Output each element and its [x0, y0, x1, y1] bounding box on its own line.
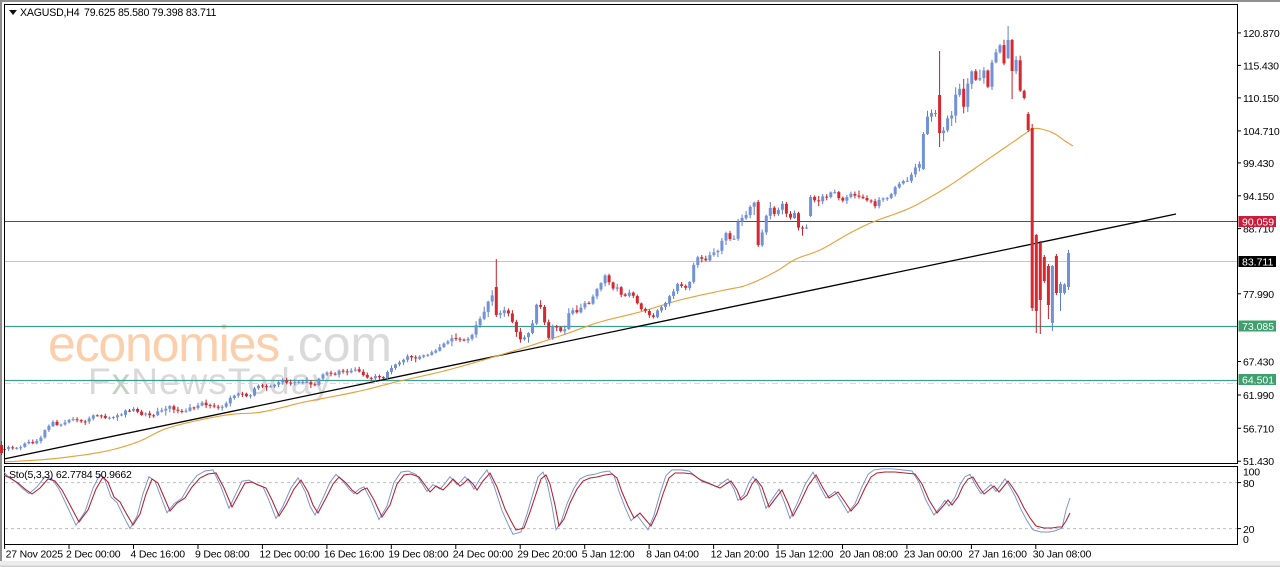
svg-text:77.990: 77.990: [1243, 289, 1274, 301]
svg-text:67.430: 67.430: [1243, 357, 1274, 369]
svg-text:94.150: 94.150: [1243, 191, 1274, 203]
svg-text:100: 100: [1243, 467, 1260, 479]
svg-text:27 Jan 16:00: 27 Jan 16:00: [968, 549, 1027, 561]
svg-text:83.711: 83.711: [1242, 257, 1273, 269]
svg-text:FxNewsToday: FxNewsToday: [88, 361, 332, 402]
svg-text:64.501: 64.501: [1242, 375, 1274, 387]
svg-text:56.710: 56.710: [1243, 423, 1274, 435]
svg-text:73.085: 73.085: [1242, 321, 1274, 333]
svg-text:23 Jan 00:00: 23 Jan 00:00: [904, 549, 963, 561]
svg-text:economies: economies: [48, 316, 279, 372]
svg-text:.com: .com: [284, 316, 392, 372]
svg-text:24 Dec 00:00: 24 Dec 00:00: [453, 549, 513, 561]
svg-text:Sto(5,3,3) 62.7784 50.9662: Sto(5,3,3) 62.7784 50.9662: [9, 469, 132, 481]
svg-text:8 Jan 04:00: 8 Jan 04:00: [646, 549, 699, 561]
svg-text:XAGUSD,H4: XAGUSD,H4: [20, 7, 80, 19]
svg-text:0: 0: [1243, 534, 1249, 546]
svg-text:2 Dec 00:00: 2 Dec 00:00: [66, 549, 121, 561]
svg-text:79.625 85.580 79.398 83.711: 79.625 85.580 79.398 83.711: [84, 7, 217, 19]
svg-text:12 Jan 20:00: 12 Jan 20:00: [711, 549, 770, 561]
svg-text:15 Jan 12:00: 15 Jan 12:00: [775, 549, 834, 561]
svg-text:20: 20: [1243, 524, 1255, 536]
svg-text:51.430: 51.430: [1243, 456, 1274, 468]
svg-text:4 Dec 16:00: 4 Dec 16:00: [131, 549, 186, 561]
svg-text:99.430: 99.430: [1243, 158, 1274, 170]
svg-text:19 Dec 08:00: 19 Dec 08:00: [388, 549, 448, 561]
svg-text:5 Jan 12:00: 5 Jan 12:00: [582, 549, 635, 561]
svg-text:61.990: 61.990: [1243, 390, 1274, 402]
svg-text:27 Nov 2025: 27 Nov 2025: [6, 549, 64, 561]
svg-text:30 Jan 08:00: 30 Jan 08:00: [1033, 549, 1092, 561]
svg-text:80: 80: [1243, 478, 1255, 490]
svg-text:29 Dec 20:00: 29 Dec 20:00: [517, 549, 577, 561]
svg-text:16 Dec 16:00: 16 Dec 16:00: [324, 549, 384, 561]
svg-text:104.710: 104.710: [1243, 126, 1280, 138]
svg-text:115.430: 115.430: [1243, 60, 1279, 72]
svg-text:20 Jan 08:00: 20 Jan 08:00: [840, 549, 899, 561]
svg-text:120.870: 120.870: [1243, 28, 1280, 40]
svg-text:9 Dec 08:00: 9 Dec 08:00: [195, 549, 250, 561]
svg-text:110.150: 110.150: [1243, 93, 1279, 105]
svg-text:12 Dec 00:00: 12 Dec 00:00: [259, 549, 319, 561]
svg-text:90.059: 90.059: [1242, 217, 1274, 229]
